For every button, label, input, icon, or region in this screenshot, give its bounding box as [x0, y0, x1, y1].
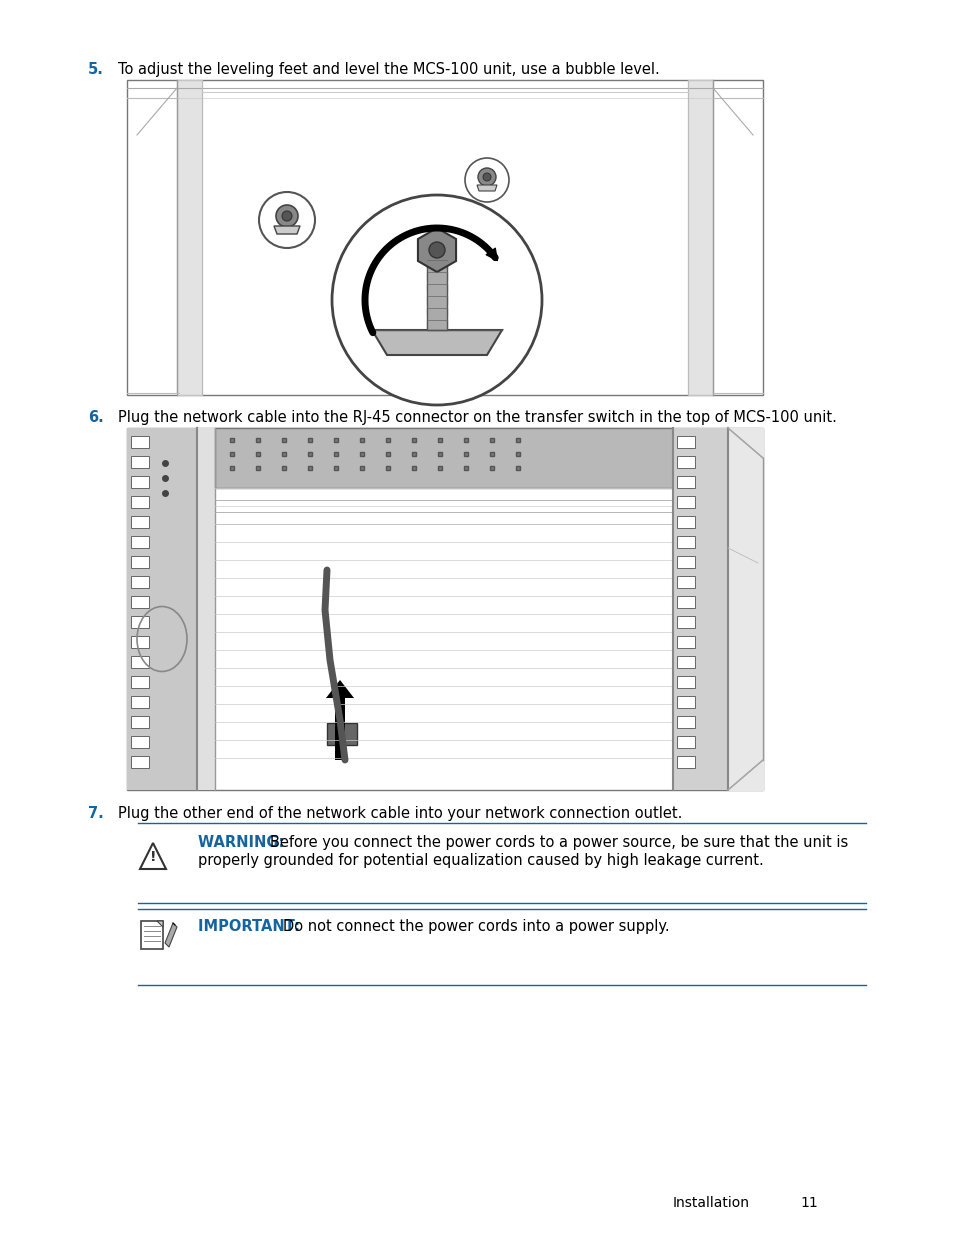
Bar	[131, 436, 149, 448]
Text: 6.: 6.	[88, 410, 104, 425]
Circle shape	[482, 173, 491, 182]
Bar	[335, 698, 345, 760]
Bar	[427, 261, 447, 330]
Bar	[677, 676, 695, 688]
Text: To adjust the leveling feet and level the MCS-100 unit, use a bubble level.: To adjust the leveling feet and level th…	[118, 62, 659, 77]
Circle shape	[258, 191, 314, 248]
Bar	[131, 456, 149, 468]
Polygon shape	[476, 185, 497, 191]
Bar	[131, 556, 149, 568]
Circle shape	[477, 168, 496, 186]
Bar	[131, 536, 149, 548]
Bar	[677, 475, 695, 488]
Circle shape	[429, 242, 444, 258]
Text: !: !	[150, 850, 156, 864]
Bar	[127, 429, 196, 790]
Bar	[131, 597, 149, 608]
Bar	[127, 429, 762, 790]
Text: 11: 11	[800, 1195, 817, 1210]
Bar	[131, 636, 149, 648]
Bar	[214, 429, 672, 488]
Polygon shape	[326, 680, 354, 698]
Bar	[677, 436, 695, 448]
Text: Do not connect the power cords into a power supply.: Do not connect the power cords into a po…	[283, 919, 669, 934]
Bar	[677, 496, 695, 508]
Bar	[677, 576, 695, 588]
Polygon shape	[372, 330, 501, 354]
Circle shape	[464, 158, 509, 203]
Bar	[677, 756, 695, 768]
Bar	[131, 616, 149, 629]
Bar	[677, 456, 695, 468]
Circle shape	[282, 211, 292, 221]
Bar	[677, 536, 695, 548]
Bar	[677, 656, 695, 668]
Bar	[677, 597, 695, 608]
Bar	[672, 429, 727, 790]
Bar	[677, 636, 695, 648]
Bar	[677, 516, 695, 529]
Bar	[131, 576, 149, 588]
Bar	[131, 716, 149, 727]
Bar	[131, 736, 149, 748]
Bar	[677, 736, 695, 748]
Bar	[131, 697, 149, 708]
Bar	[131, 656, 149, 668]
Bar	[131, 516, 149, 529]
Bar	[131, 496, 149, 508]
Bar	[131, 756, 149, 768]
Bar	[677, 697, 695, 708]
Text: 5.: 5.	[88, 62, 104, 77]
Bar	[196, 429, 214, 790]
Text: 7.: 7.	[88, 806, 104, 821]
Polygon shape	[274, 226, 299, 233]
Bar	[327, 722, 356, 745]
Circle shape	[332, 195, 541, 405]
Polygon shape	[157, 921, 163, 927]
Text: Plug the other end of the network cable into your network connection outlet.: Plug the other end of the network cable …	[118, 806, 681, 821]
Polygon shape	[165, 923, 177, 947]
Circle shape	[275, 205, 297, 227]
Text: WARNING:: WARNING:	[198, 835, 294, 850]
Polygon shape	[417, 228, 456, 272]
Text: Plug the network cable into the RJ-45 connector on the transfer switch in the to: Plug the network cable into the RJ-45 co…	[118, 410, 836, 425]
Text: Before you connect the power cords to a power source, be sure that the unit is: Before you connect the power cords to a …	[270, 835, 847, 850]
Bar	[127, 80, 762, 395]
Text: Installation: Installation	[672, 1195, 749, 1210]
Bar	[677, 616, 695, 629]
Bar	[131, 475, 149, 488]
Text: IMPORTANT:: IMPORTANT:	[198, 919, 310, 934]
Bar	[131, 676, 149, 688]
Text: properly grounded for potential equalization caused by high leakage current.: properly grounded for potential equaliza…	[198, 853, 763, 868]
Bar	[141, 921, 163, 948]
Bar	[677, 716, 695, 727]
Bar	[677, 556, 695, 568]
